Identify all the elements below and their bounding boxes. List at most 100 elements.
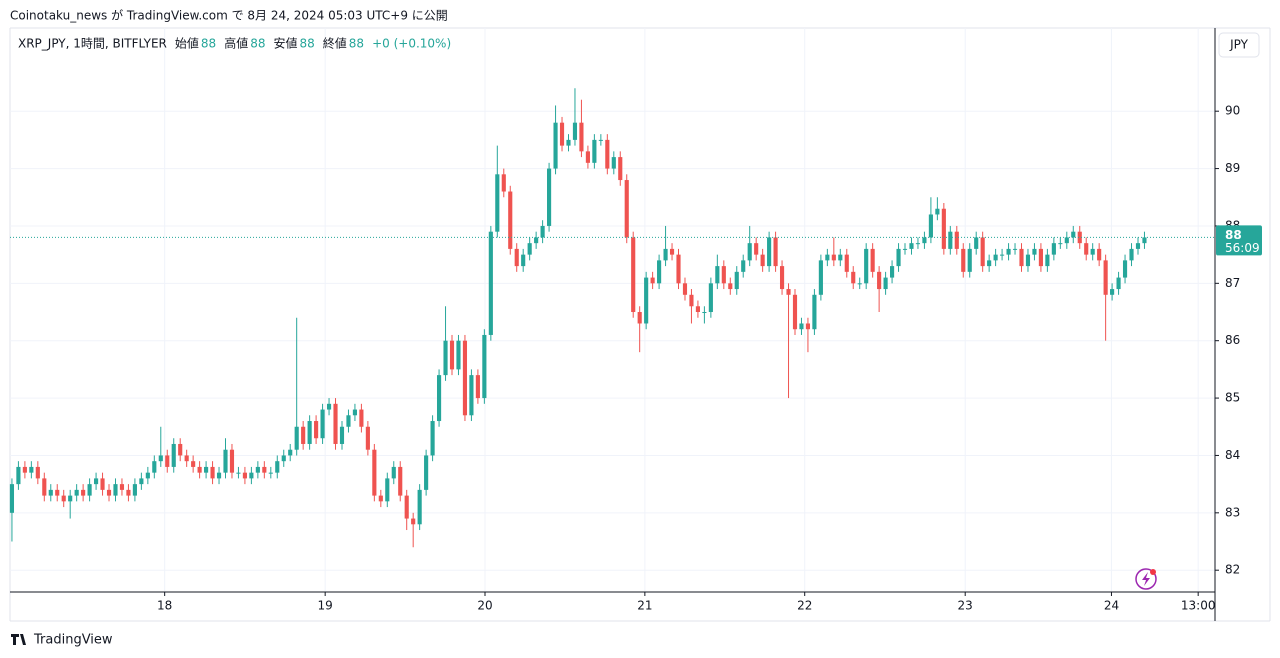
candle-body bbox=[378, 495, 383, 502]
alert-bolt bbox=[1142, 572, 1150, 586]
candle-body bbox=[1058, 243, 1063, 245]
candle-body bbox=[521, 254, 526, 267]
candle-body bbox=[1090, 248, 1095, 255]
alert-dot bbox=[1150, 569, 1156, 575]
candle-body bbox=[708, 283, 713, 313]
candle-body bbox=[139, 478, 144, 485]
x-tick-label: 24 bbox=[1104, 599, 1119, 613]
candle-body bbox=[352, 409, 358, 416]
candle-body bbox=[695, 306, 700, 313]
candle-body bbox=[721, 266, 726, 284]
legend-field-value: 88 bbox=[300, 37, 315, 51]
last-price-tag bbox=[1216, 225, 1262, 256]
candle-body bbox=[229, 449, 235, 473]
candle-body bbox=[657, 260, 662, 284]
candle-body bbox=[909, 243, 914, 249]
alert-ring bbox=[1135, 568, 1157, 590]
candle-body bbox=[993, 254, 998, 261]
candle-body bbox=[624, 180, 629, 238]
candle-body bbox=[184, 455, 189, 462]
candle-body bbox=[637, 312, 642, 324]
candle-body bbox=[449, 340, 455, 370]
candle-body bbox=[1135, 243, 1141, 249]
candle-body bbox=[55, 489, 60, 496]
candle-body bbox=[760, 254, 765, 267]
candle-body bbox=[605, 139, 610, 169]
legend-field-label: 終値 bbox=[323, 36, 347, 51]
candle-body bbox=[81, 489, 86, 496]
candle-body bbox=[805, 323, 811, 330]
currency-label: JPY bbox=[1229, 38, 1249, 52]
candle-body bbox=[436, 375, 442, 422]
candle-body bbox=[443, 340, 448, 376]
candle-body bbox=[527, 243, 532, 255]
candle-body bbox=[48, 489, 53, 496]
candle-body bbox=[864, 248, 869, 284]
candle-body bbox=[682, 283, 688, 295]
candle-body bbox=[223, 449, 228, 473]
candle-body bbox=[501, 174, 506, 192]
legend: XRP_JPY, 1時間, BITFLYER 始値 88 高値 88 安値 88 終値 88 +0… bbox=[18, 36, 451, 51]
candle-body bbox=[514, 248, 519, 267]
candle-body bbox=[294, 426, 299, 450]
candle-body bbox=[87, 484, 92, 496]
candle-body bbox=[288, 449, 293, 456]
candle-body bbox=[94, 478, 99, 485]
grid bbox=[10, 28, 1215, 592]
candle-body bbox=[113, 484, 118, 496]
candle-body bbox=[741, 260, 746, 272]
candle-body bbox=[779, 266, 785, 290]
candle-body bbox=[818, 260, 823, 295]
candle-body bbox=[1032, 248, 1037, 255]
legend-field-label: 高値 bbox=[224, 36, 248, 51]
candle-body bbox=[404, 495, 409, 519]
x-tick-label: 23 bbox=[958, 599, 973, 613]
candle-body bbox=[385, 478, 390, 502]
candle-body bbox=[838, 254, 843, 261]
candle-body bbox=[1025, 254, 1031, 267]
publish-line: Coinotaku_news が TradingView.com で 8月 24… bbox=[10, 8, 448, 23]
candle-body bbox=[915, 243, 921, 245]
candle-body bbox=[314, 421, 319, 439]
candle-body bbox=[430, 421, 435, 456]
candle-body bbox=[579, 122, 584, 152]
candle-body bbox=[398, 466, 403, 496]
candle-body bbox=[320, 409, 325, 439]
candle-body bbox=[585, 151, 590, 163]
candle-body bbox=[22, 466, 27, 473]
candle-body bbox=[631, 237, 636, 313]
candle-body bbox=[851, 271, 856, 284]
y-tick-label: 82 bbox=[1225, 563, 1240, 577]
candle-body bbox=[145, 472, 150, 479]
candle-body bbox=[488, 231, 493, 335]
candle-body bbox=[812, 294, 817, 330]
candle-body bbox=[204, 466, 209, 473]
countdown-label: 56:09 bbox=[1225, 241, 1260, 255]
candle-body bbox=[469, 375, 474, 416]
y-tick-label: 84 bbox=[1225, 448, 1240, 462]
candle-body bbox=[767, 237, 772, 267]
candle-body bbox=[902, 248, 908, 250]
candle-body bbox=[1019, 248, 1024, 267]
candle-body bbox=[857, 283, 862, 285]
candle-body bbox=[462, 340, 468, 416]
candle-body bbox=[734, 271, 739, 290]
candle-body bbox=[268, 472, 273, 474]
y-tick-label: 87 bbox=[1225, 276, 1240, 290]
candle-body bbox=[346, 415, 351, 427]
candle-body bbox=[547, 168, 552, 226]
candle-body bbox=[391, 466, 396, 479]
candle-body bbox=[728, 283, 733, 290]
candle-body bbox=[534, 237, 539, 244]
candle-body bbox=[29, 466, 34, 473]
candle-body bbox=[948, 231, 953, 249]
candle-body bbox=[1077, 231, 1082, 244]
candle-body bbox=[508, 191, 513, 249]
candle-body bbox=[618, 157, 623, 181]
candle-body bbox=[1097, 248, 1102, 261]
alert-icon[interactable] bbox=[1135, 568, 1157, 590]
currency-button[interactable] bbox=[1218, 32, 1260, 58]
candle-body bbox=[74, 489, 79, 496]
candle-body bbox=[773, 237, 778, 267]
